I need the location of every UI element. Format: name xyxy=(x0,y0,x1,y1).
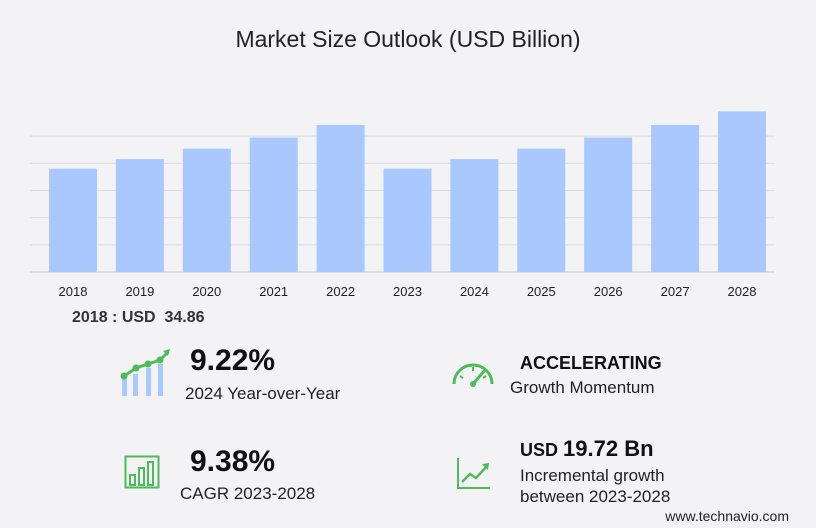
momentum-caption: Growth Momentum xyxy=(510,378,655,397)
bar-2027 xyxy=(651,125,700,272)
bar-2026 xyxy=(584,137,633,272)
speedometer-icon xyxy=(452,363,494,387)
incremental-caption-line2: between 2023-2028 xyxy=(520,487,671,506)
x-tick-2021: 2021 xyxy=(259,284,288,299)
yoy-caption: 2024 Year-over-Year xyxy=(185,384,341,403)
x-tick-2025: 2025 xyxy=(527,284,556,299)
bar-2024 xyxy=(450,159,499,272)
momentum-value: ACCELERATING xyxy=(520,353,662,373)
bar-2018 xyxy=(49,168,97,272)
bars xyxy=(49,111,766,273)
cagr-value: 9.38% xyxy=(190,445,276,478)
incremental-value: USD 19.72 Bn xyxy=(520,436,654,462)
incremental-prefix: USD xyxy=(520,440,559,460)
x-tick-2023: 2023 xyxy=(393,284,422,299)
x-tick-2027: 2027 xyxy=(661,284,690,299)
x-tick-2019: 2019 xyxy=(125,284,154,299)
source-footer: www.technavio.com xyxy=(665,508,789,524)
incremental-amount: 19.72 Bn xyxy=(563,436,654,461)
bar-chart: 2018 2019 2020 2021 2022 2023 2024 2025 2026 2027… xyxy=(30,111,775,299)
bar-2022 xyxy=(316,125,365,272)
x-tick-2026: 2026 xyxy=(594,284,623,299)
x-tick-2024: 2024 xyxy=(460,284,489,299)
x-tick-2018: 2018 xyxy=(59,284,88,299)
base-year-label: 2018 : USD xyxy=(72,309,156,326)
base-year-value: 2018 : USD 34.86 xyxy=(72,309,205,327)
x-tick-labels: 2018 2019 2020 2021 2022 2023 2024 2025 2026 2027… xyxy=(59,284,757,299)
x-tick-2020: 2020 xyxy=(192,284,221,299)
x-tick-2022: 2022 xyxy=(326,284,355,299)
bar-2023 xyxy=(383,168,432,272)
bar-chart-icon xyxy=(124,455,160,489)
bar-2020 xyxy=(182,148,231,272)
bar-2028 xyxy=(718,111,766,273)
incremental-caption-line1: Incremental growth xyxy=(520,466,665,485)
yoy-value: 9.22% xyxy=(190,344,276,377)
cagr-caption: CAGR 2023-2028 xyxy=(180,484,316,503)
growth-chart-icon xyxy=(120,349,170,396)
base-year-number: 34.86 xyxy=(164,309,205,326)
x-tick-2028: 2028 xyxy=(728,284,757,299)
bar-2025 xyxy=(517,148,566,272)
trend-up-icon xyxy=(457,458,490,489)
bar-2019 xyxy=(115,159,164,272)
chart-title: Market Size Outlook (USD Billion) xyxy=(235,26,581,52)
bar-2021 xyxy=(249,137,298,272)
